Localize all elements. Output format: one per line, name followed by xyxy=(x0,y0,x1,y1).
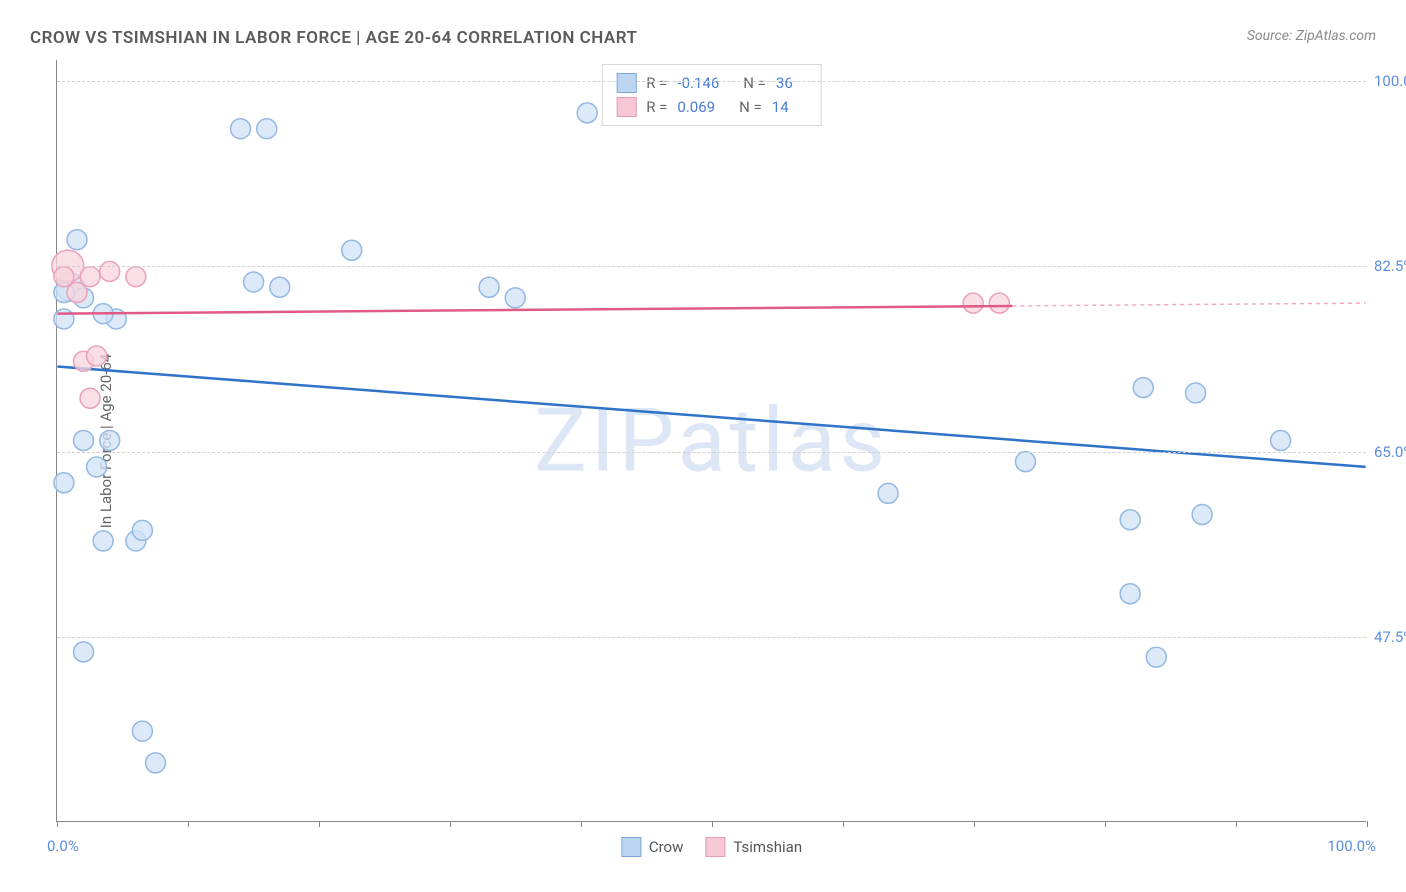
data-point xyxy=(989,293,1009,313)
y-tick-label: 82.5% xyxy=(1374,257,1406,275)
gridline xyxy=(57,81,1366,82)
legend-stat-row: R = -0.146 N = 36 xyxy=(616,71,807,95)
r-label: R = xyxy=(646,95,667,119)
data-point xyxy=(1133,378,1153,398)
data-point xyxy=(231,119,251,139)
gridline xyxy=(57,266,1366,267)
r-value: -0.146 xyxy=(677,71,719,95)
r-label: R = xyxy=(646,71,667,95)
trend-line xyxy=(57,306,1012,314)
x-tick xyxy=(974,821,975,827)
chart-plot-area: In Labor Force | Age 20-64 ZIPatlas R =-… xyxy=(56,60,1366,822)
series-legend: Crow Tsimshian xyxy=(621,837,802,857)
n-value: 36 xyxy=(776,71,793,95)
data-point xyxy=(67,283,87,303)
data-point xyxy=(74,642,94,662)
data-point xyxy=(80,267,100,287)
data-point xyxy=(270,277,290,297)
legend-swatch xyxy=(616,97,636,117)
data-point xyxy=(963,293,983,313)
legend-item: Crow xyxy=(621,837,684,857)
data-point xyxy=(74,431,94,451)
data-point xyxy=(87,346,107,366)
n-value: 14 xyxy=(772,95,789,119)
x-tick xyxy=(1105,821,1106,827)
r-value: 0.069 xyxy=(677,95,715,119)
x-tick xyxy=(57,821,58,827)
gridline xyxy=(57,637,1366,638)
data-point xyxy=(577,103,597,123)
x-tick xyxy=(188,821,189,827)
data-point xyxy=(100,261,120,281)
x-tick xyxy=(712,821,713,827)
data-point xyxy=(100,431,120,451)
data-point xyxy=(54,309,74,329)
legend-label: Crow xyxy=(649,838,684,856)
legend-label: Tsimshian xyxy=(733,838,802,856)
data-point xyxy=(1192,504,1212,524)
x-tick xyxy=(319,821,320,827)
data-point xyxy=(505,288,525,308)
y-tick-label: 100.0% xyxy=(1374,72,1406,90)
legend-stat-row: R = 0.069 N = 14 xyxy=(616,95,807,119)
data-point xyxy=(93,531,113,551)
data-point xyxy=(132,520,152,540)
trend-line-extrapolated xyxy=(1012,303,1365,306)
y-tick-label: 65.0% xyxy=(1374,443,1406,461)
x-tick xyxy=(1236,821,1237,827)
data-point xyxy=(1271,431,1291,451)
x-tick xyxy=(843,821,844,827)
data-point xyxy=(257,119,277,139)
data-point xyxy=(1120,584,1140,604)
data-point xyxy=(80,388,100,408)
n-label: N = xyxy=(743,71,766,95)
data-point xyxy=(54,267,74,287)
data-point xyxy=(1016,452,1036,472)
data-point xyxy=(244,272,264,292)
legend-item: Tsimshian xyxy=(705,837,802,857)
data-point xyxy=(878,483,898,503)
legend-swatch xyxy=(616,73,636,93)
data-point xyxy=(145,753,165,773)
data-point xyxy=(67,230,87,250)
n-label: N = xyxy=(739,95,762,119)
data-point xyxy=(479,277,499,297)
correlation-legend: R = -0.146 N = 36 R = 0.069 N = 14 xyxy=(601,64,822,126)
gridline xyxy=(57,452,1366,453)
data-point xyxy=(1146,647,1166,667)
x-tick xyxy=(450,821,451,827)
scatter-plot-svg xyxy=(57,60,1366,821)
x-axis-min-label: 0.0% xyxy=(47,837,79,855)
x-tick xyxy=(581,821,582,827)
data-point xyxy=(1186,383,1206,403)
data-point xyxy=(132,721,152,741)
x-tick xyxy=(1367,821,1368,827)
data-point xyxy=(1120,510,1140,530)
y-tick-label: 47.5% xyxy=(1374,628,1406,646)
legend-swatch xyxy=(621,837,641,857)
data-point xyxy=(342,240,362,260)
data-point xyxy=(126,267,146,287)
chart-title: CROW VS TSIMSHIAN IN LABOR FORCE | AGE 2… xyxy=(30,28,637,48)
source-attribution: Source: ZipAtlas.com xyxy=(1247,28,1376,44)
x-axis-max-label: 100.0% xyxy=(1327,837,1376,855)
data-point xyxy=(54,473,74,493)
legend-swatch xyxy=(705,837,725,857)
data-point xyxy=(87,457,107,477)
